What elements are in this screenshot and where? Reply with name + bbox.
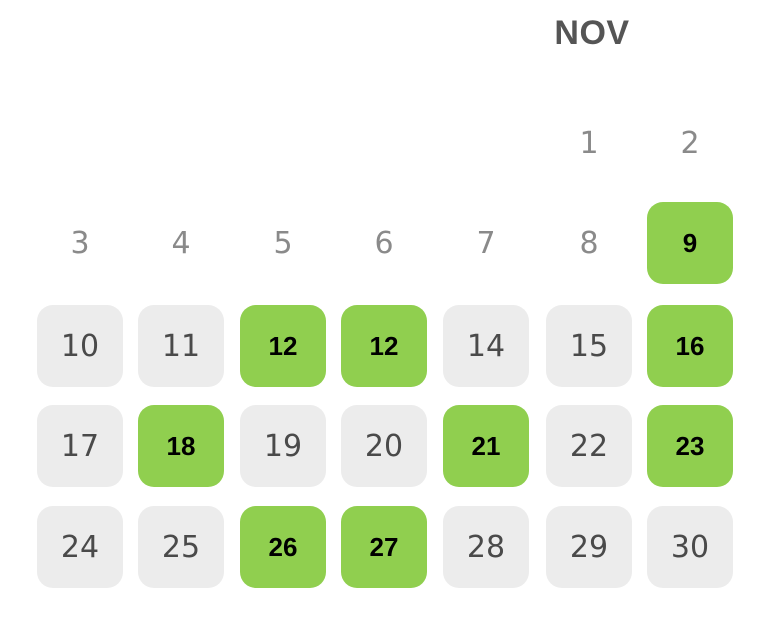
- unavailable-day-cell: 25: [138, 506, 224, 588]
- unavailable-day-cell: 10: [37, 305, 123, 387]
- day-label: 2: [680, 125, 700, 161]
- available-day-button[interactable]: 12: [341, 305, 427, 387]
- unavailable-day-cell: 14: [443, 305, 529, 387]
- available-day-button[interactable]: 21: [443, 405, 529, 487]
- unavailable-day-cell: 24: [37, 506, 123, 588]
- available-day-button[interactable]: 9: [647, 202, 733, 284]
- unavailable-day-cell: 28: [443, 506, 529, 588]
- unavailable-day-cell: 15: [546, 305, 632, 387]
- unavailable-day-cell: 30: [647, 506, 733, 588]
- month-label: NOV: [554, 14, 630, 52]
- day-label: 8: [579, 225, 599, 261]
- day-label: 5: [273, 225, 293, 261]
- day-label: 1: [579, 125, 599, 161]
- unavailable-day-cell: 20: [341, 405, 427, 487]
- unavailable-day-cell: 22: [546, 405, 632, 487]
- available-day-button[interactable]: 16: [647, 305, 733, 387]
- day-label: 4: [171, 225, 191, 261]
- day-label: 3: [70, 225, 90, 261]
- available-day-button[interactable]: 18: [138, 405, 224, 487]
- unavailable-day-cell: 17: [37, 405, 123, 487]
- available-day-button[interactable]: 27: [341, 506, 427, 588]
- unavailable-day-cell: 29: [546, 506, 632, 588]
- day-label: 7: [476, 225, 496, 261]
- available-day-button[interactable]: 23: [647, 405, 733, 487]
- available-day-button[interactable]: 12: [240, 305, 326, 387]
- unavailable-day-cell: 19: [240, 405, 326, 487]
- day-label: 6: [374, 225, 394, 261]
- unavailable-day-cell: 11: [138, 305, 224, 387]
- available-day-button[interactable]: 26: [240, 506, 326, 588]
